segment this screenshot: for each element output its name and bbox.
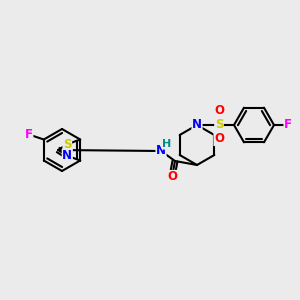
Text: F: F (284, 118, 292, 131)
Text: O: O (167, 170, 177, 184)
Text: S: S (63, 138, 71, 151)
Text: O: O (214, 104, 224, 118)
Text: F: F (25, 128, 33, 141)
Text: N: N (192, 118, 202, 131)
Text: N: N (156, 145, 166, 158)
Text: H: H (162, 139, 172, 149)
Text: S: S (215, 118, 223, 131)
Text: N: N (62, 149, 72, 162)
Text: O: O (214, 133, 224, 146)
